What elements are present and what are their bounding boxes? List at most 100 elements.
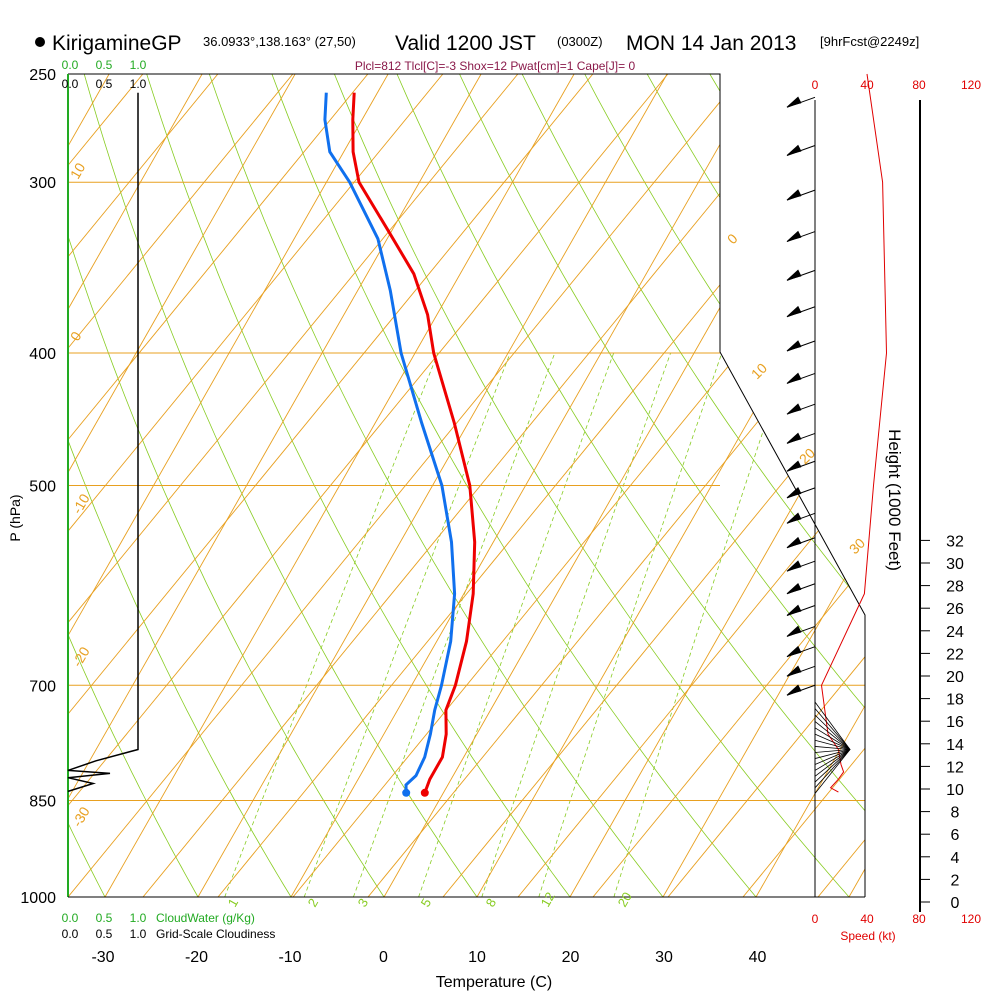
moist-adiabat [68, 74, 369, 897]
mixing-ratio-line [303, 352, 511, 897]
speed-tick-label: 40 [860, 78, 874, 92]
wind-barb-flag [786, 372, 802, 384]
dry-adiabat [83, 74, 478, 897]
temperature-line [351, 92, 477, 794]
isotherm-line [662, 74, 865, 897]
moist-adiabat [68, 74, 219, 897]
cloud-tick-label: 0.0 [62, 58, 79, 72]
wind-barb-flag [786, 96, 802, 108]
moist-adiabat [817, 74, 865, 897]
cloudiness-label: Grid-Scale Cloudiness [156, 927, 275, 941]
temperature-tick-label: -20 [185, 949, 208, 966]
height-tick-label: 12 [946, 759, 964, 776]
mixing-ratio-label: 3 [355, 896, 372, 910]
speed-tick-label: 120 [961, 912, 981, 926]
wind-barb [814, 749, 851, 789]
isotherm-line [68, 74, 296, 897]
height-tick-label: 14 [946, 737, 964, 754]
isotherm-label: -20 [69, 644, 93, 670]
dry-adiabat [146, 74, 571, 897]
wind-barb [814, 749, 851, 753]
wind-barb [814, 739, 851, 750]
cloud-tick-label: 0.5 [96, 77, 113, 91]
wind-barb-flag [786, 582, 802, 595]
speed-tick-label: 80 [912, 912, 926, 926]
cloud-tick-label: 1.0 [130, 927, 147, 941]
speed-axis-label: Speed (kt) [840, 929, 895, 943]
temperature-surface-point [420, 788, 429, 797]
wind-barb-flag [786, 487, 802, 499]
wind-barb-flag [786, 432, 802, 444]
height-tick-label: 30 [946, 556, 964, 573]
dry-adiabat [208, 74, 664, 897]
wind-barb-flag [786, 512, 802, 524]
wind-barb-flag [786, 230, 802, 242]
wind-barb [814, 749, 851, 771]
height-tick-label: 2 [951, 872, 960, 889]
mixing-ratio-label: 5 [418, 896, 435, 910]
isotherm-line [755, 74, 865, 897]
dry-adiabat [834, 74, 865, 897]
wind-barb [814, 721, 851, 750]
mixing-ratio-line [353, 352, 556, 897]
mixing-ratio-label: 20 [615, 889, 635, 909]
wind-barb-flag [786, 189, 802, 201]
speed-tick-label: 80 [912, 78, 926, 92]
pressure-tick-label: 700 [29, 678, 56, 695]
cloud-tick-label: 0.0 [62, 911, 79, 925]
speed-tick-label: 40 [860, 912, 874, 926]
station-coords: 36.0933°,138.163° (27,50) [203, 34, 356, 49]
cloudiness-line [67, 92, 139, 793]
cloud-tick-label: 1.0 [130, 58, 147, 72]
moist-adiabat [68, 74, 294, 897]
cloud-tick-label: 1.0 [130, 77, 147, 91]
height-tick-label: 6 [951, 827, 960, 844]
height-tick-label: 8 [951, 805, 960, 822]
pressure-tick-label: 850 [29, 794, 56, 811]
plot-frame [68, 73, 866, 897]
dry-adiabat [521, 74, 865, 897]
isotherm-line [0, 74, 16, 897]
speed-tick-label: 120 [961, 78, 981, 92]
dry-adiabat [396, 74, 865, 897]
wind-barb [814, 746, 851, 750]
wind-barb-flag [786, 604, 802, 616]
wind-barb-flag [786, 665, 802, 677]
moist-adiabat [667, 74, 865, 897]
temperature-tick-label: 40 [749, 949, 767, 966]
valid-date: MON 14 Jan 2013 [626, 32, 796, 55]
station-name: KirigamineGP [52, 32, 182, 55]
moist-adiabat [742, 74, 865, 897]
wind-barb-flag [786, 684, 802, 696]
isotherm-label: 10 [748, 360, 770, 382]
wind-barb-flag [786, 305, 802, 318]
station-marker-icon [35, 37, 45, 47]
wind-barb [814, 749, 851, 777]
height-tick-label: 16 [946, 714, 964, 731]
x-axis-label: Temperature (C) [436, 974, 552, 991]
temperature-tick-label: 20 [562, 949, 580, 966]
wind-barb-flag [786, 269, 802, 281]
height-tick-label: 26 [946, 601, 964, 618]
height-tick-label: 18 [946, 692, 964, 709]
dry-adiabat [68, 74, 292, 897]
wind-barb-flag [786, 536, 802, 549]
height-tick-label: 22 [946, 646, 964, 663]
cloud-tick-label: 0.0 [62, 927, 79, 941]
isotherm-label: 10 [67, 160, 89, 182]
wind-speed-line [820, 73, 888, 793]
wind-barb [814, 701, 851, 750]
cloud-tick-label: 0.5 [96, 927, 113, 941]
height-tick-label: 28 [946, 579, 964, 596]
mixing-ratio-label: 8 [483, 896, 500, 910]
mixing-ratio-line [538, 352, 723, 897]
dewpoint-line [323, 92, 457, 793]
chart-grid [0, 73, 1000, 912]
moist-adiabat [968, 74, 1000, 897]
isotherm-line [848, 74, 865, 897]
isotherm-label: 30 [846, 535, 868, 557]
mixing-ratio-line [613, 352, 790, 897]
wind-barb [814, 749, 851, 794]
temperature-tick-label: 30 [655, 949, 673, 966]
